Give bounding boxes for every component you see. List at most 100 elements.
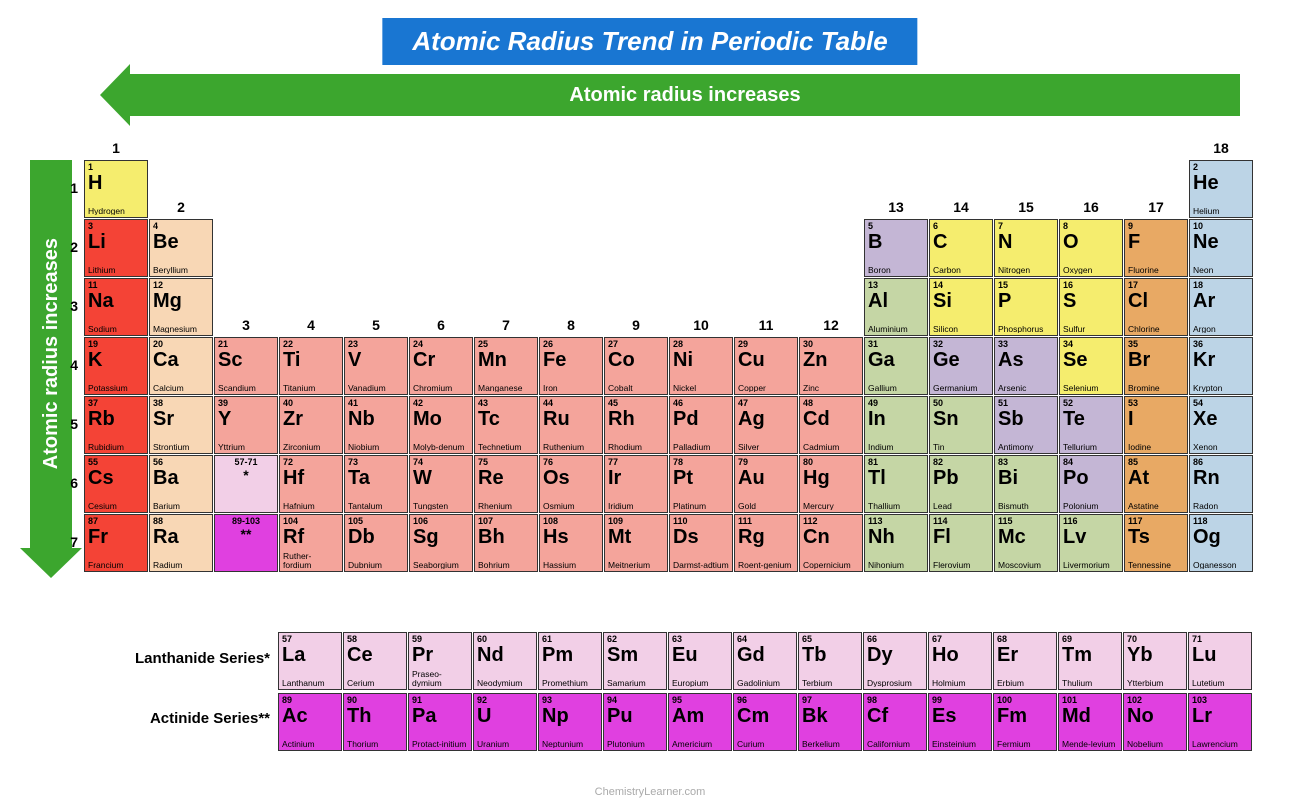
- atomic-number: 69: [1062, 635, 1118, 644]
- atomic-number: 58: [347, 635, 403, 644]
- element-cell-Ca: 20CaCalcium: [149, 337, 213, 395]
- atomic-number: 101: [1062, 696, 1118, 705]
- atomic-number: 27: [608, 340, 664, 349]
- element-name: Dubnium: [348, 561, 404, 570]
- element-cell-Pd: 46PdPalladium: [669, 396, 733, 454]
- atomic-number: 117: [1128, 517, 1184, 526]
- element-cell-Nb: 41NbNiobium: [344, 396, 408, 454]
- element-cell-Rb: 37RbRubidium: [84, 396, 148, 454]
- element-symbol: S: [1063, 291, 1119, 311]
- element-name: Chromium: [413, 384, 469, 393]
- element-symbol: Cs: [88, 468, 144, 488]
- element-symbol: Mc: [998, 527, 1054, 547]
- element-symbol: U: [477, 706, 533, 726]
- element-cell-Te: 52TeTellurium: [1059, 396, 1123, 454]
- element-name: Erbium: [997, 679, 1053, 688]
- atomic-number: 104: [283, 517, 339, 526]
- element-name: Americium: [672, 740, 728, 749]
- element-symbol: Mo: [413, 409, 469, 429]
- atomic-number: 30: [803, 340, 859, 349]
- element-symbol: Fm: [997, 706, 1053, 726]
- element-name: Technetium: [478, 443, 534, 452]
- element-name: Calcium: [153, 384, 209, 393]
- element-cell-N: 7NNitrogen: [994, 219, 1058, 277]
- element-name: Potassium: [88, 384, 144, 393]
- element-name: Vanadium: [348, 384, 404, 393]
- atomic-number: 57-71: [234, 458, 257, 467]
- element-cell-La: 57LaLanthanum: [278, 632, 342, 690]
- group-label-3: 3: [214, 317, 278, 333]
- period-label-6: 6: [58, 475, 78, 491]
- element-name: Rhenium: [478, 502, 534, 511]
- atomic-number: 71: [1192, 635, 1248, 644]
- element-name: Sulfur: [1063, 325, 1119, 334]
- element-cell-U: 92UUranium: [473, 693, 537, 751]
- atomic-number: 66: [867, 635, 923, 644]
- atomic-number: 70: [1127, 635, 1183, 644]
- atomic-number: 65: [802, 635, 858, 644]
- element-name: Neon: [1193, 266, 1249, 275]
- atomic-number: 19: [88, 340, 144, 349]
- element-symbol: Nd: [477, 645, 533, 665]
- element-name: Moscovium: [998, 561, 1054, 570]
- atomic-number: 61: [542, 635, 598, 644]
- atomic-number: 33: [998, 340, 1054, 349]
- element-cell-Li: 3LiLithium: [84, 219, 148, 277]
- element-symbol: Rb: [88, 409, 144, 429]
- element-name: Hassium: [543, 561, 599, 570]
- element-cell-Db: 105DbDubnium: [344, 514, 408, 572]
- element-symbol: *: [243, 468, 248, 482]
- element-symbol: Au: [738, 468, 794, 488]
- element-name: Tin: [933, 443, 989, 452]
- element-name: Livermorium: [1063, 561, 1119, 570]
- atomic-number: 83: [998, 458, 1054, 467]
- element-symbol: Cd: [803, 409, 859, 429]
- element-symbol: Os: [543, 468, 599, 488]
- atomic-number: 3: [88, 222, 144, 231]
- atomic-number: 91: [412, 696, 468, 705]
- atomic-number: 49: [868, 399, 924, 408]
- element-name: Scandium: [218, 384, 274, 393]
- atomic-number: 59: [412, 635, 468, 644]
- element-name: Titanium: [283, 384, 339, 393]
- atomic-number: 32: [933, 340, 989, 349]
- element-name: Berkelium: [802, 740, 858, 749]
- group-label-2: 2: [149, 199, 213, 215]
- element-symbol: Ta: [348, 468, 404, 488]
- element-symbol: Ti: [283, 350, 339, 370]
- atomic-number: 78: [673, 458, 729, 467]
- element-name: Barium: [153, 502, 209, 511]
- element-cell-Y: 39YYttrium: [214, 396, 278, 454]
- element-cell-Ta: 73TaTantalum: [344, 455, 408, 513]
- element-cell-Br: 35BrBromine: [1124, 337, 1188, 395]
- element-cell-No: 102NoNobelium: [1123, 693, 1187, 751]
- element-symbol: Sb: [998, 409, 1054, 429]
- element-name: Cobalt: [608, 384, 664, 393]
- atomic-number: 50: [933, 399, 989, 408]
- element-cell-Hf: 72HfHafnium: [279, 455, 343, 513]
- element-name: Gadolinium: [737, 679, 793, 688]
- element-symbol: Tl: [868, 468, 924, 488]
- element-symbol: Sg: [413, 527, 469, 547]
- element-symbol: Er: [997, 645, 1053, 665]
- element-name: Strontium: [153, 443, 209, 452]
- element-cell-Cd: 48CdCadmium: [799, 396, 863, 454]
- element-symbol: Ni: [673, 350, 729, 370]
- element-name: Argon: [1193, 325, 1249, 334]
- element-cell-At: 85AtAstatine: [1124, 455, 1188, 513]
- element-name: Thorium: [347, 740, 403, 749]
- atomic-number: 106: [413, 517, 469, 526]
- element-cell-Ni: 28NiNickel: [669, 337, 733, 395]
- element-cell-Ce: 58CeCerium: [343, 632, 407, 690]
- element-name: Hafnium: [283, 502, 339, 511]
- element-name: Copper: [738, 384, 794, 393]
- h-arrow-label: Atomic radius increases: [569, 84, 800, 107]
- atomic-number: 35: [1128, 340, 1184, 349]
- element-cell-Fm: 100FmFermium: [993, 693, 1057, 751]
- element-symbol: Rg: [738, 527, 794, 547]
- element-name: Plutonium: [607, 740, 663, 749]
- element-symbol: Md: [1062, 706, 1118, 726]
- atomic-number: 5: [868, 222, 924, 231]
- element-cell-**: 89-103**: [214, 514, 278, 572]
- lanthanide-series-label: Lanthanide Series*: [100, 650, 270, 667]
